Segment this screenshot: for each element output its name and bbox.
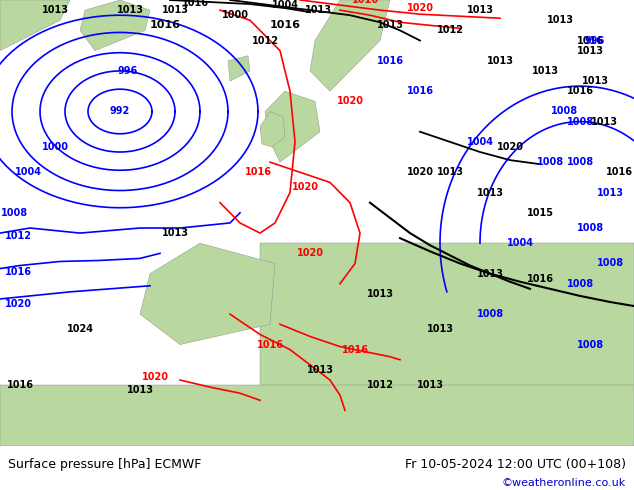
Text: 1012: 1012 [4,231,32,241]
Text: 1013: 1013 [127,385,153,395]
Text: 1013: 1013 [590,117,618,126]
Polygon shape [0,0,70,50]
Text: 1020: 1020 [292,182,318,193]
Text: 1016: 1016 [245,167,271,177]
Text: 1020: 1020 [496,142,524,152]
Text: 1008: 1008 [552,106,579,117]
Text: 1016: 1016 [342,344,368,355]
Text: 1012: 1012 [436,25,463,35]
Text: 1016: 1016 [526,274,553,284]
Text: 1012: 1012 [252,36,278,46]
Polygon shape [260,112,285,147]
Text: 1008: 1008 [576,340,604,349]
Text: 1013: 1013 [162,5,188,15]
Text: 1013: 1013 [117,5,143,15]
Text: 1013: 1013 [41,5,68,15]
Text: 1013: 1013 [366,289,394,299]
Text: 1013: 1013 [304,5,332,15]
Polygon shape [265,91,320,162]
Text: 992: 992 [110,106,130,117]
Text: 996: 996 [585,36,605,46]
Text: 1024: 1024 [67,324,93,334]
Text: 1013: 1013 [547,15,574,25]
Text: 1013: 1013 [576,46,604,56]
Text: 1008: 1008 [1,208,29,218]
Text: Surface pressure [hPa] ECMWF: Surface pressure [hPa] ECMWF [8,458,202,471]
Text: 1013: 1013 [467,5,493,15]
Text: 1020: 1020 [297,248,323,258]
Text: 1004: 1004 [507,238,533,248]
Text: 1008: 1008 [566,157,593,167]
Text: 1016: 1016 [150,21,181,30]
Text: 1008: 1008 [566,117,593,126]
Polygon shape [260,243,634,446]
Text: 1013: 1013 [162,228,188,238]
Text: 1004: 1004 [467,137,493,147]
Text: 1020: 1020 [406,3,434,13]
Polygon shape [80,0,150,50]
Text: 1016: 1016 [6,380,34,390]
Text: 1004: 1004 [15,167,41,177]
Polygon shape [0,385,634,446]
Text: 1016: 1016 [567,86,593,96]
Text: 1016: 1016 [406,86,434,96]
Text: 1008: 1008 [536,157,564,167]
Text: 1016: 1016 [4,267,32,276]
Text: Fr 10-05-2024 12:00 UTC (00+108): Fr 10-05-2024 12:00 UTC (00+108) [405,458,626,471]
Text: 1008: 1008 [597,259,624,269]
Text: 1000: 1000 [41,142,68,152]
Text: 1020: 1020 [406,167,434,177]
Text: 1016: 1016 [181,0,209,8]
Text: 1013: 1013 [436,167,463,177]
Text: 1013: 1013 [486,56,514,66]
Text: 1004: 1004 [271,0,299,10]
Text: 1016: 1016 [269,21,301,30]
Text: 1012: 1012 [366,380,394,390]
Text: 1016: 1016 [576,36,604,46]
Text: 1013: 1013 [427,324,453,334]
Text: 1016: 1016 [351,0,378,5]
Polygon shape [310,0,390,91]
Text: 1000: 1000 [221,10,249,20]
Text: 1015: 1015 [526,208,553,218]
Text: 1016: 1016 [605,167,633,177]
Text: 1016: 1016 [377,56,403,66]
Text: 1020: 1020 [141,372,169,382]
Text: 1020: 1020 [4,299,32,309]
Text: 1016: 1016 [257,340,283,349]
Text: 1020: 1020 [337,97,363,106]
Text: 1013: 1013 [377,21,403,30]
Text: 1013: 1013 [477,269,503,279]
Text: 1008: 1008 [576,223,604,233]
Text: 1013: 1013 [597,188,623,197]
Text: 1013: 1013 [306,365,333,375]
Text: 1013: 1013 [477,188,503,197]
Text: 1013: 1013 [417,380,444,390]
Polygon shape [140,243,275,344]
Text: 996: 996 [118,66,138,76]
Text: 1013: 1013 [531,66,559,76]
Text: ©weatheronline.co.uk: ©weatheronline.co.uk [501,478,626,488]
Polygon shape [228,56,250,81]
Text: 1008: 1008 [566,279,593,289]
Text: 1013: 1013 [581,76,609,86]
Text: 1008: 1008 [476,309,503,319]
